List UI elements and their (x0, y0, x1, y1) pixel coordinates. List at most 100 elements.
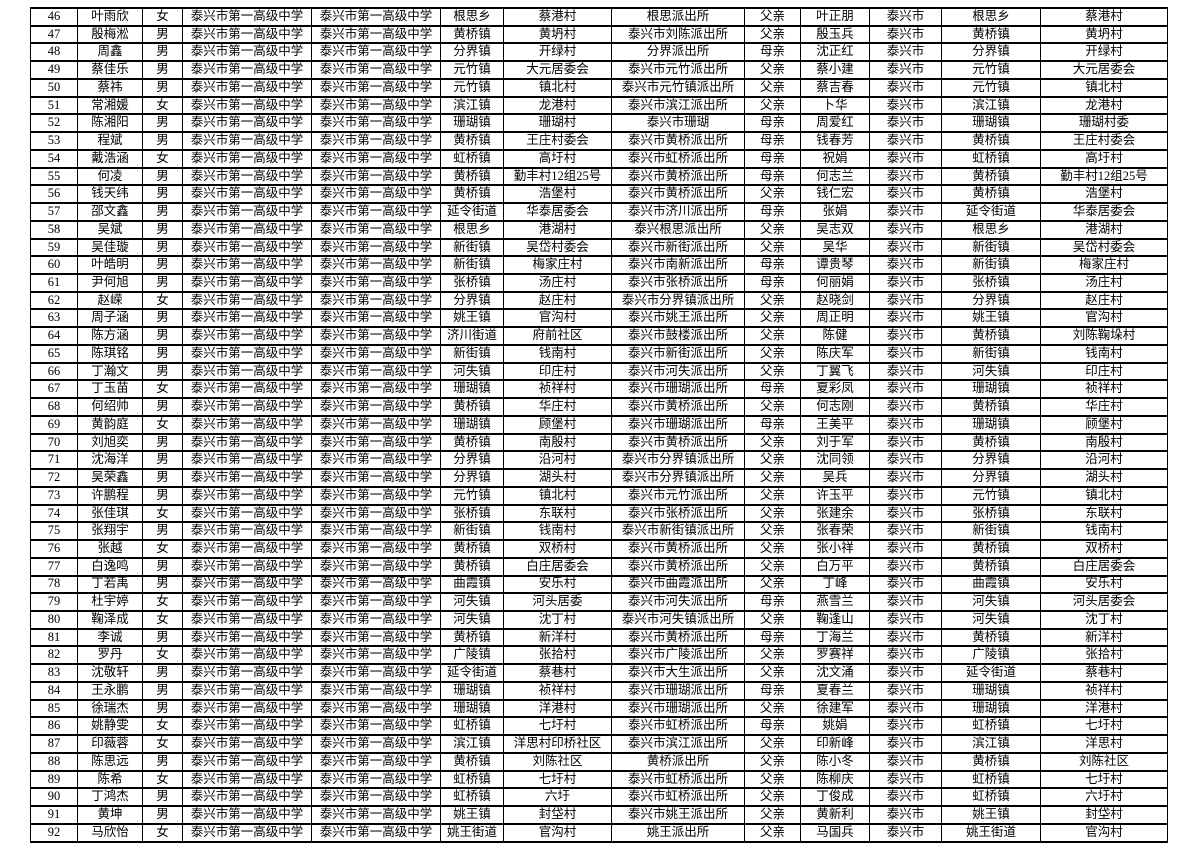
school-name-cell: 泰兴市第一高级中学 (311, 680, 441, 701)
school-name-cell: 泰兴市第一高级中学 (182, 414, 312, 435)
student-name-cell: 陈思远 (77, 751, 143, 772)
student-name-cell: 黄韵庭 (77, 414, 143, 435)
guardian-relation-cell: 父亲 (744, 468, 801, 488)
school-name-cell: 泰兴市第一高级中学 (182, 397, 312, 417)
table-row: 70 刘旭奕男泰兴市第一高级中学 泰兴市第一高级中学 黄桥镇 南殷村 泰兴市黄桥派出所 父亲… (30, 432, 1168, 453)
guardian-relation-cell: 母亲 (744, 592, 801, 612)
village-cell: 安乐村 (503, 574, 612, 595)
police-station-cell: 姚王派出所 (611, 822, 745, 843)
student-name-cell: 周子涵 (77, 308, 143, 329)
table-row: 72 吴荣鑫男泰兴市第一高级中学 泰兴市第一高级中学 分界镇 湖头村 泰兴市分界镇派出所父… (30, 468, 1168, 488)
row-number-cell: 60 (30, 255, 78, 276)
student-name-cell: 吴斌 (77, 219, 143, 240)
student-name-cell: 许鹏程 (77, 485, 143, 506)
row-number-cell: 78 (30, 574, 78, 595)
village-cell: 七圩村 (503, 769, 612, 790)
gender-cell: 男 (142, 680, 183, 701)
table-row: 80 鞠泽成女泰兴市第一高级中学 泰兴市第一高级中学 河失镇 沈丁村 泰兴市河失镇派出所父… (30, 609, 1168, 630)
school-name-cell: 泰兴市第一高级中学 (182, 769, 312, 790)
village-cell: 祯祥村 (1040, 680, 1168, 701)
city-cell: 泰兴市 (869, 787, 942, 808)
row-number-cell: 88 (30, 751, 78, 772)
gender-cell: 男 (142, 787, 183, 808)
school-name-cell: 泰兴市第一高级中学 (311, 609, 441, 630)
gender-cell: 男 (142, 432, 183, 453)
row-number-cell: 66 (30, 361, 78, 382)
guardian-relation-cell: 父亲 (744, 698, 801, 719)
village-cell: 钱南村 (1040, 343, 1168, 364)
row-number-cell: 83 (30, 663, 78, 683)
village-cell: 六圩村 (1040, 787, 1168, 808)
city-cell: 泰兴市 (869, 7, 942, 27)
guardian-name-cell: 何志刚 (800, 397, 870, 417)
gender-cell: 女 (142, 503, 183, 524)
table-row: 90 丁鸿杰男泰兴市第一高级中学 泰兴市第一高级中学 虹桥镇 六圩 泰兴市虹桥派出所 父亲丁… (30, 787, 1168, 808)
student-name-cell: 殷梅淞 (77, 24, 143, 45)
town-cell: 黄桥镇 (941, 539, 1041, 559)
village-cell: 沿河村 (1040, 450, 1168, 471)
police-station-cell: 泰兴市元竹镇派出所 (611, 77, 745, 98)
village-cell: 梅家庄村 (503, 255, 612, 276)
guardian-name-cell: 祝娟 (800, 148, 870, 169)
school-name-cell: 泰兴市第一高级中学 (182, 432, 312, 453)
school-name-cell: 泰兴市第一高级中学 (311, 468, 441, 488)
gender-cell: 男 (142, 521, 183, 542)
police-station-cell: 泰兴市河失派出所 (611, 361, 745, 382)
guardian-relation-cell: 父亲 (744, 556, 801, 577)
guardian-name-cell: 徐建军 (800, 698, 870, 719)
city-cell: 泰兴市 (869, 255, 942, 276)
table-row: 62 赵嵘女泰兴市第一高级中学 泰兴市第一高级中学 分界镇 赵庄村 泰兴市分界镇派出所 父亲… (30, 290, 1168, 311)
village-cell: 府前社区 (503, 326, 612, 346)
city-cell: 泰兴市 (869, 361, 942, 382)
village-cell: 官沟村 (503, 308, 612, 329)
police-station-cell: 泰兴市珊瑚 (611, 113, 745, 134)
city-cell: 泰兴市 (869, 290, 942, 311)
gender-cell: 女 (142, 290, 183, 311)
village-cell: 白庄居委会 (1040, 556, 1168, 577)
village-cell: 新洋村 (503, 627, 612, 648)
row-number-cell: 84 (30, 680, 78, 701)
city-cell: 泰兴市 (869, 77, 942, 98)
school-name-cell: 泰兴市第一高级中学 (311, 113, 441, 134)
row-number-cell: 70 (30, 432, 78, 453)
school-name-cell: 泰兴市第一高级中学 (311, 290, 441, 311)
school-name-cell: 泰兴市第一高级中学 (182, 237, 312, 258)
guardian-name-cell: 夏春兰 (800, 680, 870, 701)
guardian-relation-cell: 母亲 (744, 148, 801, 169)
school-name-cell: 泰兴市第一高级中学 (311, 539, 441, 559)
student-name-cell: 尹何旭 (77, 273, 143, 293)
school-name-cell: 泰兴市第一高级中学 (182, 24, 312, 45)
town-cell: 黄桥镇 (941, 556, 1041, 577)
guardian-name-cell: 丁翼飞 (800, 361, 870, 382)
guardian-relation-cell: 父亲 (744, 326, 801, 346)
student-name-cell: 鞠泽成 (77, 609, 143, 630)
gender-cell: 男 (142, 397, 183, 417)
police-station-cell: 泰兴市新街派出所 (611, 237, 745, 258)
police-station-cell: 泰兴市曲霞派出所 (611, 574, 745, 595)
police-station-cell: 泰兴市广陵派出所 (611, 645, 745, 666)
city-cell: 泰兴市 (869, 166, 942, 187)
guardian-name-cell: 黄新利 (800, 805, 870, 825)
gender-cell: 女 (142, 379, 183, 400)
gender-cell: 男 (142, 42, 183, 63)
guardian-relation-cell: 父亲 (744, 308, 801, 329)
town-cell: 黄桥镇 (440, 397, 504, 417)
guardian-name-cell: 许玉平 (800, 485, 870, 506)
student-name-cell: 陈方涵 (77, 326, 143, 346)
gender-cell: 男 (142, 805, 183, 825)
guardian-name-cell: 王美平 (800, 414, 870, 435)
police-station-cell: 泰兴市黄桥派出所 (611, 131, 745, 151)
school-name-cell: 泰兴市第一高级中学 (311, 414, 441, 435)
gender-cell: 女 (142, 95, 183, 116)
row-number-cell: 86 (30, 716, 78, 737)
town-cell: 河失镇 (440, 609, 504, 630)
village-cell: 华庄村 (503, 397, 612, 417)
student-name-cell: 吴荣鑫 (77, 468, 143, 488)
row-number-cell: 68 (30, 397, 78, 417)
row-number-cell: 48 (30, 42, 78, 63)
school-name-cell: 泰兴市第一高级中学 (182, 503, 312, 524)
guardian-name-cell: 周爱红 (800, 113, 870, 134)
school-name-cell: 泰兴市第一高级中学 (182, 166, 312, 187)
village-cell: 珊瑚村委 (1040, 113, 1168, 134)
guardian-relation-cell: 母亲 (744, 255, 801, 276)
